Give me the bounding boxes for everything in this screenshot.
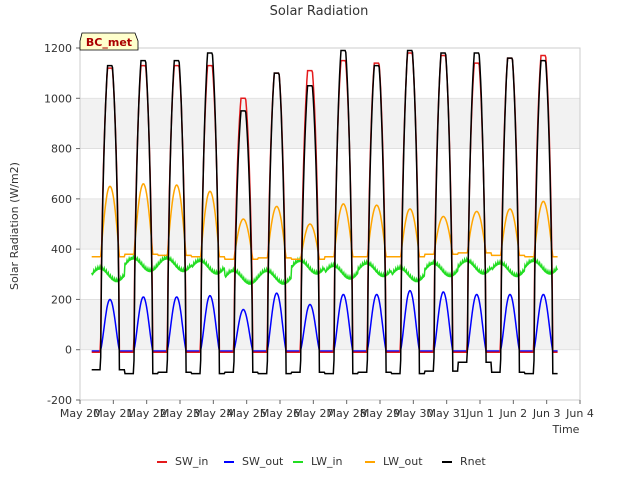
y-axis-ticks: -200 0 200 400 600 800 1000 1200 xyxy=(44,42,80,407)
y-tick-label: 600 xyxy=(51,193,72,206)
legend: SW_in SW_out LW_in LW_out Rnet xyxy=(157,455,486,468)
series-line-rnet xyxy=(91,49,558,375)
x-tick-label: May 21 xyxy=(93,407,133,420)
legend-label-sw-out: SW_out xyxy=(242,455,284,468)
x-tick-label: May 27 xyxy=(293,407,333,420)
x-tick-label: May 28 xyxy=(327,407,367,420)
legend-label-lw-in: LW_in xyxy=(311,455,343,468)
site-label: BC_met xyxy=(86,36,132,49)
plot-frame xyxy=(79,47,581,401)
legend-label-lw-out: LW_out xyxy=(383,455,423,468)
background-band xyxy=(80,198,580,250)
x-tick-label: May 26 xyxy=(260,407,300,420)
x-tick-label: Jun 2 xyxy=(498,407,527,420)
y-tick-label: 200 xyxy=(51,293,72,306)
y-tick-label: 0 xyxy=(65,344,72,357)
series-line-sw-out xyxy=(91,289,558,352)
y-tick-label: 800 xyxy=(51,143,72,156)
site-label-box: BC_met xyxy=(79,32,139,51)
legend-label-sw-in: SW_in xyxy=(175,455,208,468)
x-tick-label: May 22 xyxy=(127,407,167,420)
legend-label-rnet: Rnet xyxy=(460,455,486,468)
y-tick-label: 1000 xyxy=(44,92,72,105)
chart-title: Solar Radiation xyxy=(270,4,369,19)
x-tick-label: Jun 3 xyxy=(532,407,561,420)
x-tick-label: May 20 xyxy=(60,407,100,420)
x-tick-label: May 31 xyxy=(427,407,467,420)
y-tick-label: 400 xyxy=(51,243,72,256)
y-axis-label: Solar Radiation (W/m2) xyxy=(8,162,21,290)
data-series xyxy=(91,49,559,375)
plot-background-bands xyxy=(80,98,580,350)
background-band xyxy=(80,98,580,149)
background-band xyxy=(80,299,580,350)
x-tick-label: May 24 xyxy=(193,407,233,420)
x-tick-label: May 29 xyxy=(360,407,400,420)
x-tick-label: May 23 xyxy=(160,407,200,420)
x-tick-label: Jun 4 xyxy=(565,407,594,420)
x-tick-label: May 30 xyxy=(393,407,433,420)
y-tick-label: 1200 xyxy=(44,42,72,55)
x-tick-label: May 25 xyxy=(227,407,267,420)
x-axis-label: Time xyxy=(552,423,580,436)
series-line-lw-in xyxy=(91,253,559,285)
y-tick-label: -200 xyxy=(47,394,72,407)
site-label-background xyxy=(79,32,139,51)
x-tick-label: Jun 1 xyxy=(465,407,494,420)
